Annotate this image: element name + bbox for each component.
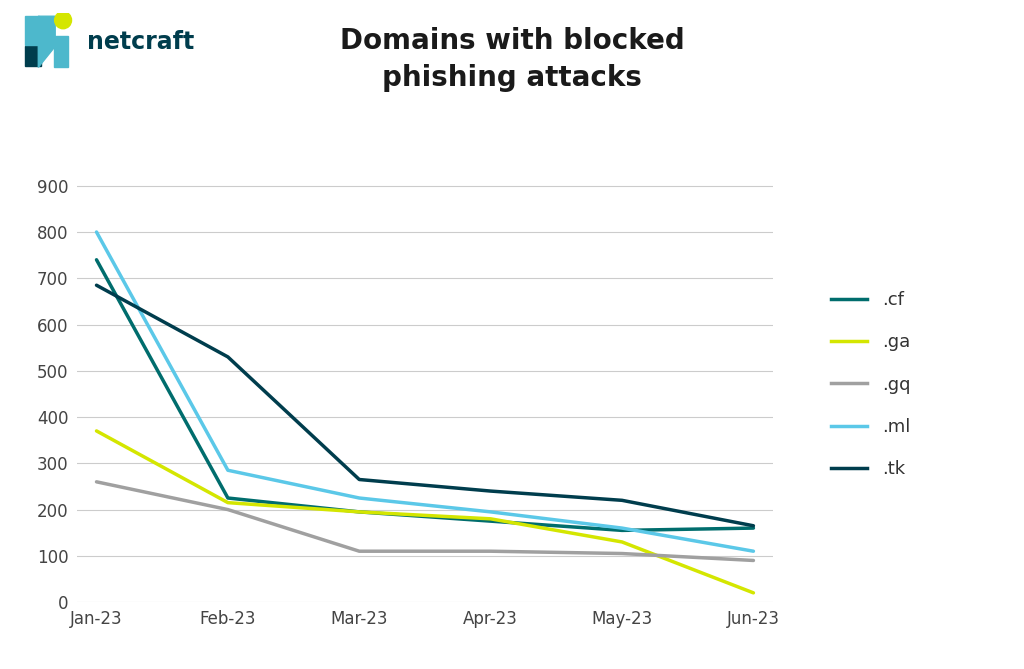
.ml <box>222 466 234 474</box>
.ga <box>484 515 497 523</box>
.cf <box>484 517 497 525</box>
.ml <box>615 524 628 532</box>
.cf <box>90 256 102 264</box>
Bar <box>26 16 39 45</box>
.gq <box>615 549 628 557</box>
.ga <box>615 538 628 546</box>
.gq <box>748 557 760 565</box>
.ml <box>353 494 366 502</box>
Line: .cf: .cf <box>96 260 754 531</box>
Polygon shape <box>38 16 55 68</box>
.ml <box>748 547 760 555</box>
.gq <box>484 547 497 555</box>
Bar <box>53 36 68 68</box>
Line: .tk: .tk <box>96 285 754 526</box>
.ml <box>484 508 497 516</box>
.tk <box>748 522 760 530</box>
.cf <box>222 494 234 502</box>
.ga <box>90 427 102 435</box>
.ga <box>222 498 234 506</box>
.tk <box>615 496 628 504</box>
.gq <box>222 506 234 514</box>
.gq <box>90 478 102 486</box>
Legend: .cf, .ga, .gq, .ml, .tk: .cf, .ga, .gq, .ml, .tk <box>824 284 918 486</box>
Line: .gq: .gq <box>96 482 754 561</box>
Text: Domains with blocked
phishing attacks: Domains with blocked phishing attacks <box>340 27 684 92</box>
Bar <box>26 45 41 66</box>
.tk <box>222 353 234 361</box>
.tk <box>353 476 366 484</box>
.ml <box>90 228 102 236</box>
.tk <box>90 281 102 289</box>
.cf <box>353 508 366 516</box>
.ga <box>748 589 760 597</box>
Circle shape <box>54 11 72 29</box>
.cf <box>615 527 628 535</box>
.gq <box>353 547 366 555</box>
Line: .ga: .ga <box>96 431 754 593</box>
Line: .ml: .ml <box>96 232 754 551</box>
.cf <box>748 524 760 532</box>
.tk <box>484 487 497 495</box>
.ga <box>353 508 366 516</box>
Text: netcraft: netcraft <box>87 30 195 54</box>
